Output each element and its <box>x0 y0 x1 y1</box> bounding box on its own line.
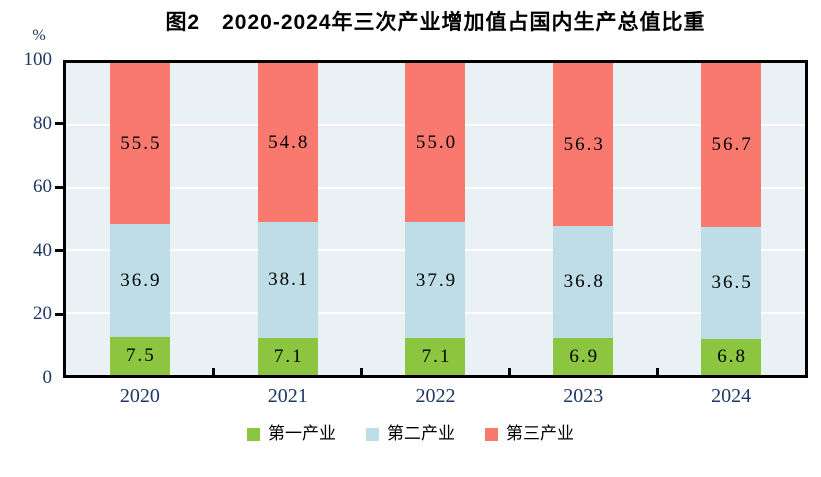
x-tick-mark <box>655 368 659 375</box>
bar-stack-2022: 55.0 37.9 7.1 <box>405 63 466 375</box>
legend-label: 第三产业 <box>506 424 574 443</box>
x-axis-label-2022: 2022 <box>415 385 456 407</box>
bar-segment-第二产业-2024: 36.5 <box>701 226 762 339</box>
bar-segment-第三产业-2020: 55.5 <box>109 63 170 224</box>
bar-value-label: 56.7 <box>711 134 753 156</box>
bar-segment-第二产业-2023: 36.8 <box>553 225 614 339</box>
y-tick-mark <box>55 122 63 126</box>
bar-segment-第二产业-2021: 38.1 <box>257 221 318 338</box>
y-tick-mark <box>55 185 63 189</box>
legend: 第一产业 第二产业 第三产业 <box>0 424 821 444</box>
legend-label: 第二产业 <box>387 424 455 443</box>
bar-value-label: 36.8 <box>563 271 605 293</box>
y-axis: 0 20 40 60 80 100 <box>0 0 63 477</box>
y-tick-mark <box>55 249 63 253</box>
bar-slot-2022: 55.0 37.9 7.1 <box>362 63 510 375</box>
x-axis-label-2023: 2023 <box>563 385 604 407</box>
legend-item-第二产业: 第二产业 <box>366 424 455 444</box>
bar-value-label: 55.5 <box>120 132 162 154</box>
legend-item-第一产业: 第一产业 <box>247 424 336 444</box>
bar-value-label: 54.8 <box>268 131 310 153</box>
y-axis-unit-label: % <box>32 27 46 44</box>
bar-value-label: 7.5 <box>126 345 156 367</box>
x-tick-mark <box>360 368 364 375</box>
y-tick-label: 100 <box>23 49 53 70</box>
bar-slot-2024: 56.7 36.5 6.8 <box>657 63 805 375</box>
y-tick-label: 0 <box>42 367 53 388</box>
bar-slot-2023: 56.3 36.8 6.9 <box>509 63 657 375</box>
legend-swatch <box>366 427 379 441</box>
bar-stack-2024: 56.7 36.5 6.8 <box>701 63 762 375</box>
bar-segment-第三产业-2021: 54.8 <box>257 63 318 222</box>
legend-swatch <box>485 427 498 441</box>
bar-segment-第一产业-2021: 7.1 <box>257 337 318 375</box>
bar-value-label: 6.8 <box>717 346 747 368</box>
y-tick-label: 80 <box>33 112 52 134</box>
y-tick-mark <box>55 312 63 316</box>
bar-value-label: 6.9 <box>569 346 600 368</box>
bar-slot-2021: 54.8 38.1 7.1 <box>214 63 362 375</box>
y-tick-label: 20 <box>33 303 52 325</box>
bar-stack-2021: 54.8 38.1 7.1 <box>257 63 318 375</box>
bar-segment-第一产业-2022: 7.1 <box>405 337 466 375</box>
x-tick-mark <box>212 368 216 375</box>
legend-item-第三产业: 第三产业 <box>485 424 574 444</box>
legend-label: 第一产业 <box>268 424 336 443</box>
bar-value-label: 38.1 <box>268 269 310 291</box>
y-tick-label: 40 <box>33 239 52 261</box>
bar-value-label: 36.5 <box>711 272 753 294</box>
y-tick-label: 60 <box>33 176 52 198</box>
x-axis-label-2024: 2024 <box>711 385 752 407</box>
bar-segment-第三产业-2023: 56.3 <box>553 63 614 226</box>
x-axis-label-2021: 2021 <box>267 385 308 407</box>
bar-stack-2020: 55.5 36.9 7.5 <box>109 63 170 375</box>
bar-segment-第三产业-2024: 56.7 <box>701 63 762 227</box>
bar-value-label: 56.3 <box>563 133 605 155</box>
bar-slot-2020: 55.5 36.9 7.5 <box>66 63 214 375</box>
bar-segment-第一产业-2023: 6.9 <box>553 338 614 375</box>
bar-segment-第一产业-2024: 6.8 <box>701 338 762 375</box>
x-tick-mark <box>507 368 511 375</box>
bar-segment-第三产业-2022: 55.0 <box>405 63 466 223</box>
bar-value-label: 55.0 <box>415 132 458 154</box>
bar-stack-2023: 56.3 36.8 6.9 <box>553 63 614 375</box>
bar-segment-第二产业-2022: 37.9 <box>405 222 466 338</box>
bar-value-label: 36.9 <box>120 269 162 291</box>
x-axis-labels: 2020 2021 2022 2023 2024 <box>66 385 805 408</box>
legend-swatch <box>247 427 260 441</box>
plot-area: 55.5 36.9 7.5 54.8 38.1 7.1 55.0 37.9 7.1 56.3 36.… <box>63 60 808 378</box>
bar-segment-第一产业-2020: 7.5 <box>109 336 170 375</box>
x-axis-label-2020: 2020 <box>119 385 160 407</box>
bar-segment-第二产业-2020: 36.9 <box>109 223 170 337</box>
bar-value-label: 7.1 <box>273 345 304 367</box>
chart-title: 图2 2020-2024年三次产业增加值占国内生产总值比重 <box>165 11 706 34</box>
bar-value-label: 7.1 <box>421 345 452 367</box>
bar-value-label: 37.9 <box>415 269 458 291</box>
